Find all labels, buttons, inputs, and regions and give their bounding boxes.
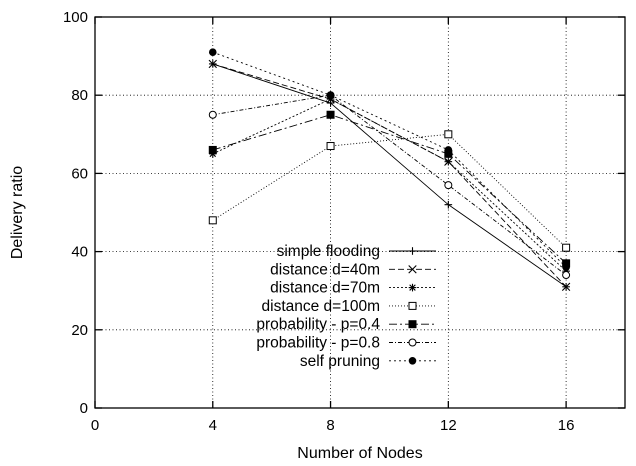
data-point — [326, 110, 335, 119]
y-tick-label: 40 — [71, 244, 88, 261]
y-tick-label: 20 — [71, 322, 88, 339]
x-axis-label: Number of Nodes — [297, 445, 422, 462]
legend-marker — [408, 247, 417, 255]
plot-frame — [94, 16, 626, 409]
grid — [95, 17, 625, 408]
data-point — [444, 181, 453, 190]
legend-marker — [408, 265, 417, 274]
legend-label: probability - p=0.8 — [256, 335, 380, 352]
series-distance-d-40m — [208, 59, 571, 291]
legend-marker — [408, 301, 417, 310]
legend-label: probability - p=0.4 — [256, 316, 380, 333]
legend-marker — [408, 320, 417, 329]
y-tick-label: 0 — [80, 400, 88, 417]
axis-ticks: 0 20 40 60 80 100 0 4 8 12 16 — [63, 9, 625, 434]
data-point — [562, 271, 571, 280]
legend-label: simple flooding — [277, 243, 380, 260]
data-point — [326, 142, 335, 151]
legend-entry: probability - p=0.8 — [256, 335, 436, 352]
legend-entry: self pruning — [300, 353, 436, 370]
data-point — [444, 130, 453, 139]
y-axis-label: Delivery ratio — [9, 166, 26, 259]
data-point — [444, 157, 453, 166]
data-point — [444, 146, 453, 154]
x-tick-label: 8 — [326, 417, 334, 434]
series-probability-p-0-8 — [208, 91, 571, 280]
y-tick-label: 60 — [71, 165, 88, 182]
legend-label: distance d=70m — [270, 280, 380, 297]
series-line — [212, 63, 567, 288]
x-tick-label: 12 — [440, 417, 457, 434]
series-line — [212, 63, 567, 288]
x-tick-label: 4 — [209, 417, 217, 434]
series-simple-flooding — [208, 60, 570, 291]
legend-label: self pruning — [300, 353, 380, 370]
legend-entry: simple flooding — [277, 243, 436, 260]
series-line — [212, 98, 567, 272]
series-layer — [208, 48, 571, 291]
data-point — [562, 243, 571, 252]
y-tick-label: 100 — [63, 9, 88, 26]
legend-marker — [408, 357, 417, 365]
x-tick-label: 0 — [91, 417, 99, 434]
legend-entry: distance d=70m — [270, 280, 436, 297]
data-point — [208, 59, 217, 69]
series-line — [212, 51, 567, 268]
legend-entry: distance d=100m — [262, 298, 436, 315]
series-probability-p-0-4 — [208, 110, 571, 268]
legend-entry: probability - p=0.4 — [256, 316, 436, 333]
data-point — [562, 263, 570, 272]
data-point — [561, 282, 571, 291]
legend-marker — [408, 338, 417, 347]
data-point — [208, 145, 217, 154]
legend-marker — [408, 283, 417, 292]
data-point — [208, 48, 217, 56]
series-self-pruning — [208, 48, 570, 272]
legend-entry: distance d=40m — [270, 261, 436, 278]
series-line — [212, 114, 567, 264]
data-point — [444, 200, 453, 209]
y-tick-label: 80 — [71, 87, 88, 104]
series-line — [212, 133, 567, 249]
legend-label: distance d=100m — [262, 298, 380, 315]
x-tick-label: 16 — [558, 417, 575, 434]
series-distance-d-100m — [208, 130, 571, 252]
data-point — [208, 216, 217, 225]
data-point — [326, 91, 335, 99]
data-point — [208, 110, 217, 119]
legend-label: distance d=40m — [270, 261, 380, 278]
